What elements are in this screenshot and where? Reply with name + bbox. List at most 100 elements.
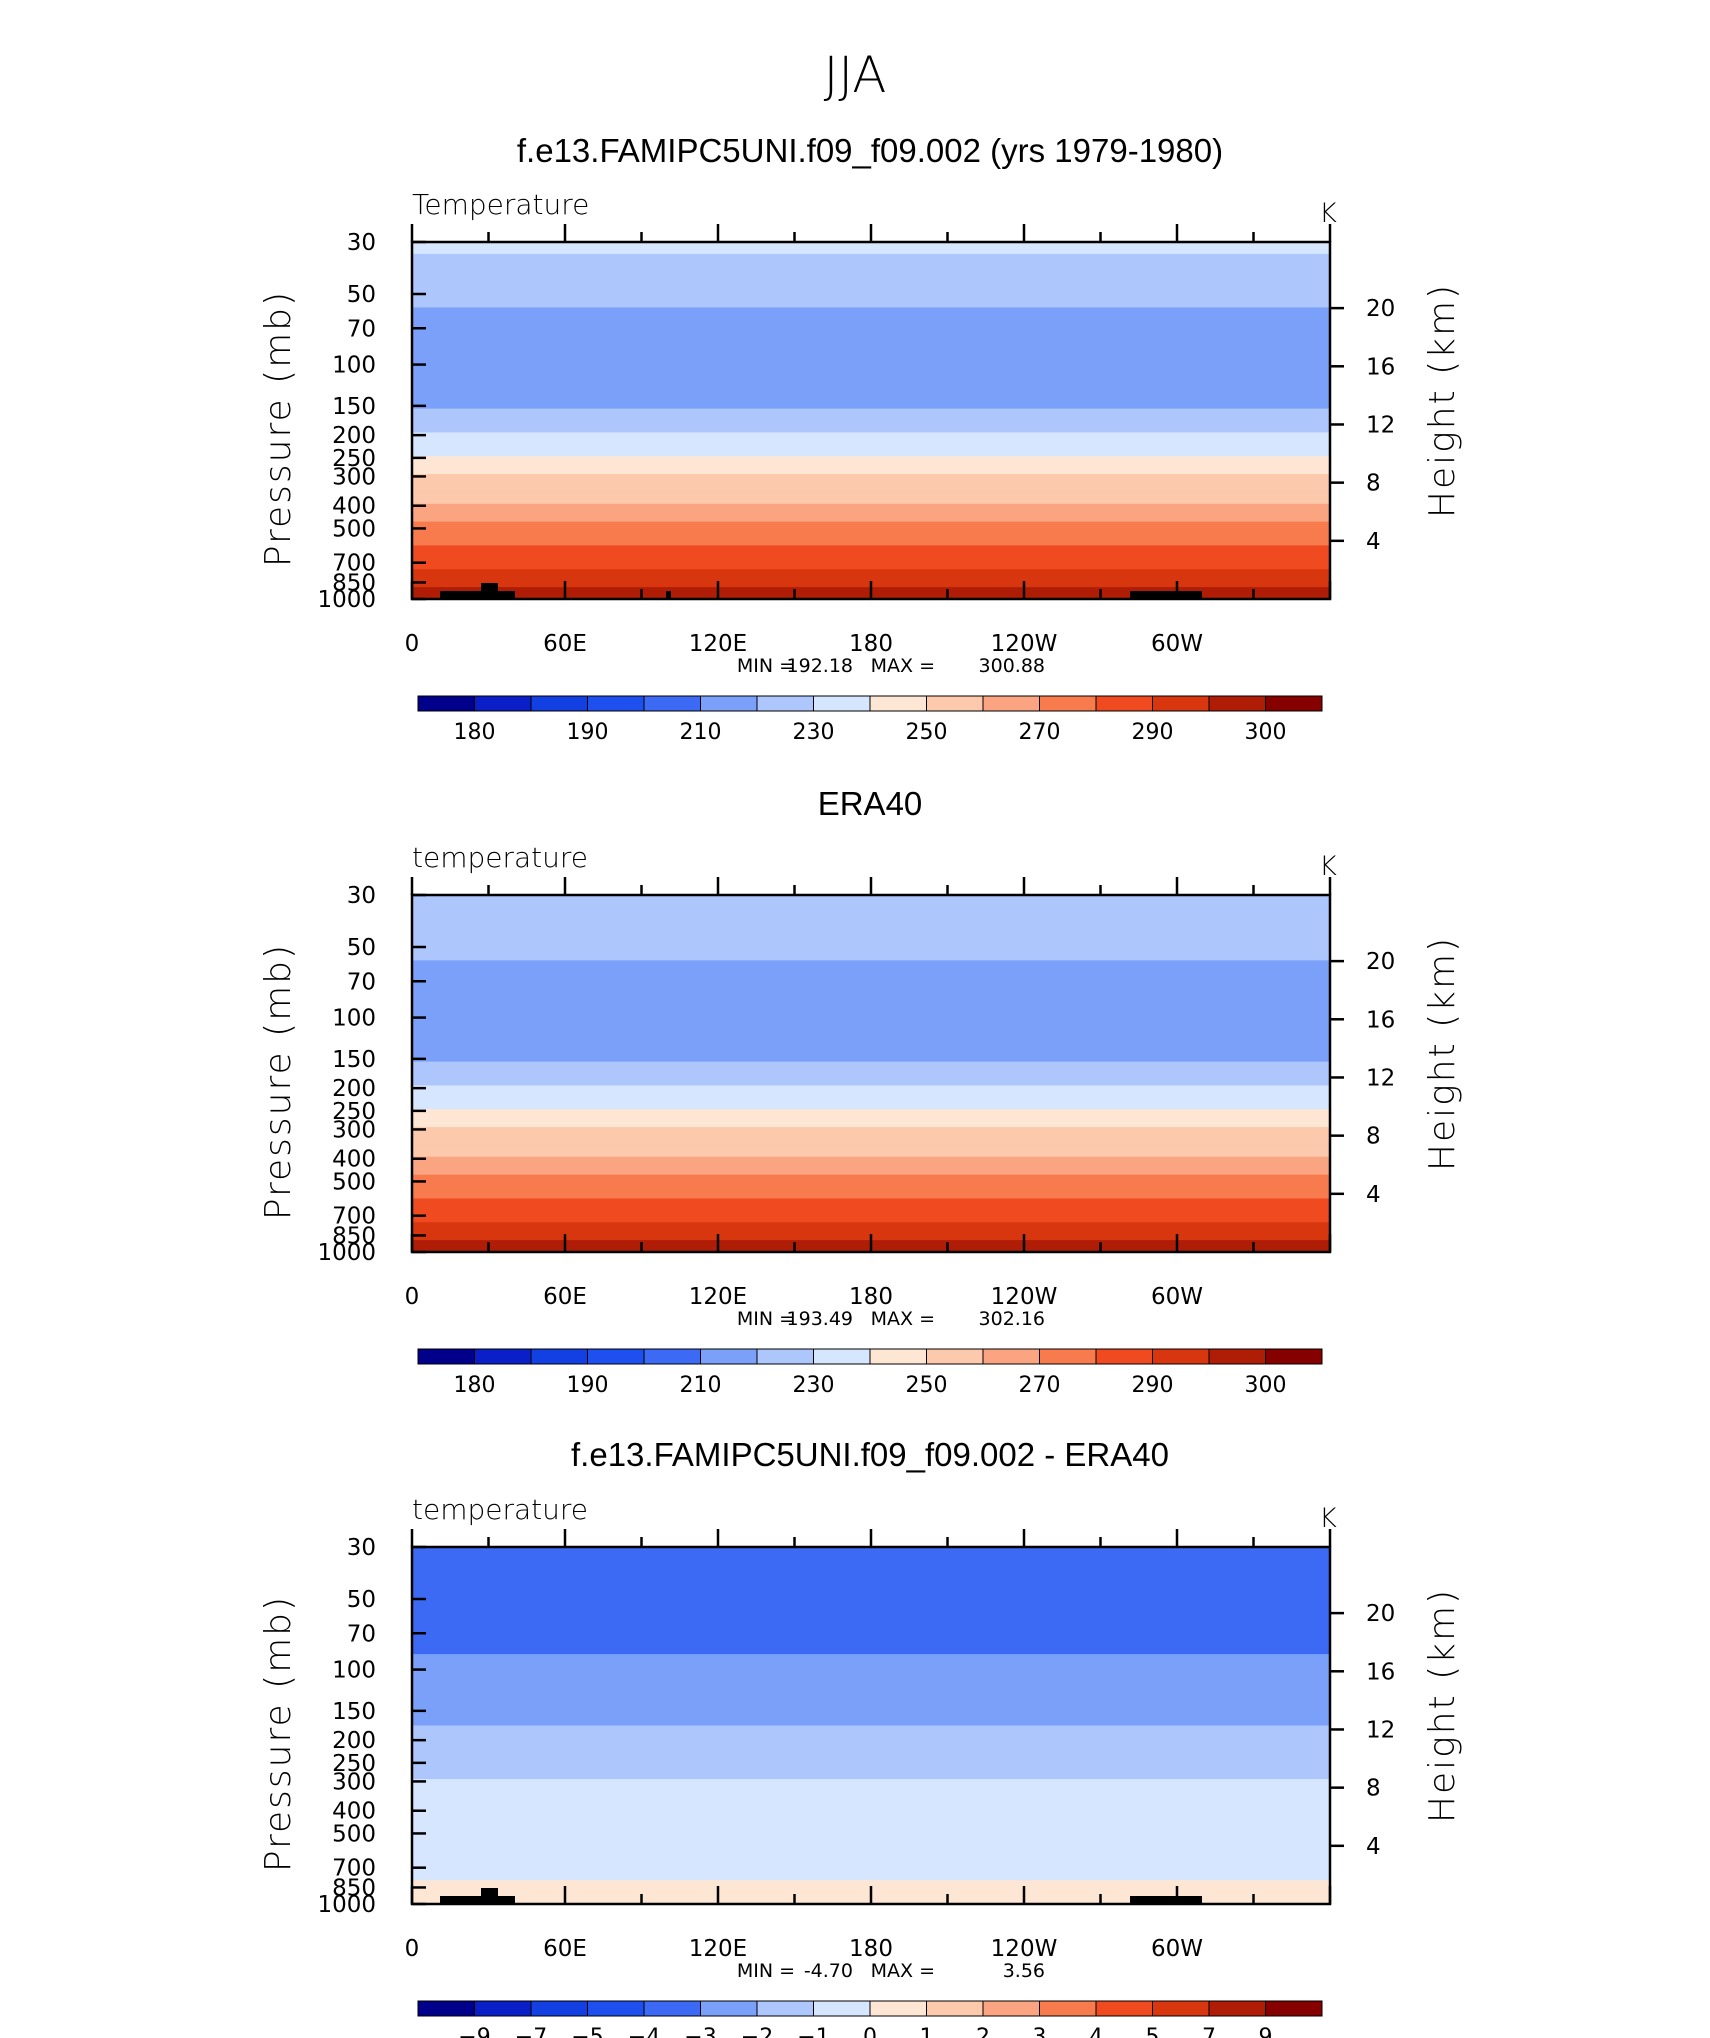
y-tick-right-label: 20 [1366, 296, 1395, 322]
y-tick-label: 100 [332, 1006, 376, 1032]
x-tick-label: 120E [689, 1284, 747, 1310]
y-tick-label: 50 [347, 282, 376, 308]
contour-band [412, 1648, 1330, 1655]
contour-band [412, 378, 1330, 386]
contour-band [412, 521, 1330, 529]
contour-band [412, 948, 1330, 956]
y-tick-right-label: 12 [1366, 1065, 1395, 1091]
contour-band [412, 1216, 1330, 1223]
contour-band [412, 1594, 1330, 1602]
x-tick-label: 0 [405, 1284, 420, 1310]
colorbar-box [530, 695, 588, 712]
contour-band [412, 1552, 1330, 1560]
y-axis-right-title: Height (km) [1422, 936, 1463, 1171]
contour-band [412, 420, 1330, 428]
contour-band [412, 1660, 1330, 1667]
contour-band [412, 1677, 1330, 1685]
colorbar-box [982, 1348, 1040, 1365]
contour-band [412, 1856, 1330, 1863]
contour-band [412, 930, 1330, 938]
y-tick-label: 70 [347, 969, 376, 995]
contour-band [412, 966, 1330, 973]
contour-band [412, 1180, 1330, 1188]
colorbar-label: 4 [1089, 2025, 1103, 2038]
contour-band [412, 1168, 1330, 1176]
colorbar-box [587, 2000, 645, 2017]
colorbar-box [813, 695, 871, 712]
colorbar-box [643, 1348, 701, 1365]
contour-band [412, 1162, 1330, 1170]
contour-band [412, 1725, 1330, 1733]
contour-band [412, 1570, 1330, 1578]
y-tick-label: 150 [332, 1699, 376, 1725]
contour-band [412, 1844, 1330, 1852]
colorbar-box [926, 1348, 984, 1365]
contour-band [412, 313, 1330, 320]
y-tick-right-label: 12 [1366, 1717, 1395, 1743]
colorbar-box [1095, 2000, 1153, 2017]
contour-band [412, 444, 1330, 451]
x-tick-label: 120E [689, 1936, 747, 1962]
contour-band [412, 1014, 1330, 1021]
contour-band [412, 1761, 1330, 1768]
contour-band [412, 283, 1330, 291]
contour-band [412, 1008, 1330, 1015]
colorbar-box [926, 695, 984, 712]
x-tick-label: 0 [405, 631, 420, 657]
contour-band [412, 1019, 1330, 1027]
contour-band [412, 1558, 1330, 1566]
contour-band [412, 1079, 1330, 1086]
colorbar-box [926, 2000, 984, 2017]
contour-band [412, 343, 1330, 350]
y-axis-right-title: Height (km) [1422, 283, 1463, 518]
y-tick-label: 250 [332, 1099, 376, 1125]
y-tick-label: 1000 [317, 1240, 376, 1266]
y-tick-label: 1000 [317, 587, 376, 613]
figure-title: JJA [823, 46, 887, 104]
colorbar-box [417, 2000, 475, 2017]
colorbar-box [756, 1348, 814, 1365]
contour-band [412, 1743, 1330, 1750]
contour-band [412, 1689, 1330, 1697]
colorbar-box [982, 2000, 1040, 2017]
contour-band [412, 408, 1330, 416]
y-tick-label: 300 [332, 464, 376, 490]
colorbar-label: 300 [1245, 720, 1287, 745]
contour-band [412, 438, 1330, 445]
contour-band [412, 1186, 1330, 1194]
colorbar-box [1095, 695, 1153, 712]
x-tick-label: 180 [849, 631, 893, 657]
contour-band [412, 1862, 1330, 1869]
y-tick-label: 400 [332, 1147, 376, 1173]
y-tick-label: 500 [332, 1821, 376, 1847]
colorbar-label: 230 [793, 1373, 835, 1398]
y-tick-right-label: 8 [1366, 1776, 1381, 1802]
colorbar-box [474, 695, 532, 712]
variable-label: temperature [412, 1493, 588, 1526]
x-tick-label: 180 [849, 1284, 893, 1310]
contour-band [412, 1174, 1330, 1182]
y-tick-label: 250 [332, 1751, 376, 1777]
min-label: MIN = [737, 655, 795, 677]
min-value: -4.70 [804, 1960, 853, 1982]
contour-band [412, 480, 1330, 487]
colorbar-label: 250 [906, 1373, 948, 1398]
contour-band [412, 349, 1330, 356]
contour-band [412, 551, 1330, 558]
contour-band [412, 942, 1330, 950]
contour-band [412, 1606, 1330, 1614]
contour-band [412, 1600, 1330, 1608]
contour-band [412, 1713, 1330, 1721]
contour-band [412, 1564, 1330, 1572]
colorbar-label: 7 [1202, 2025, 1216, 2038]
y-axis-title: Pressure (mb) [258, 1595, 299, 1872]
colorbar-box [813, 1348, 871, 1365]
contour-band [412, 936, 1330, 944]
colorbar-box [1265, 1348, 1323, 1365]
min-label: MIN = [737, 1960, 795, 1982]
colorbar-label: −5 [571, 2025, 603, 2038]
colorbar-box [1039, 695, 1097, 712]
contour-band [412, 1790, 1330, 1798]
y-tick-label: 500 [332, 1169, 376, 1195]
